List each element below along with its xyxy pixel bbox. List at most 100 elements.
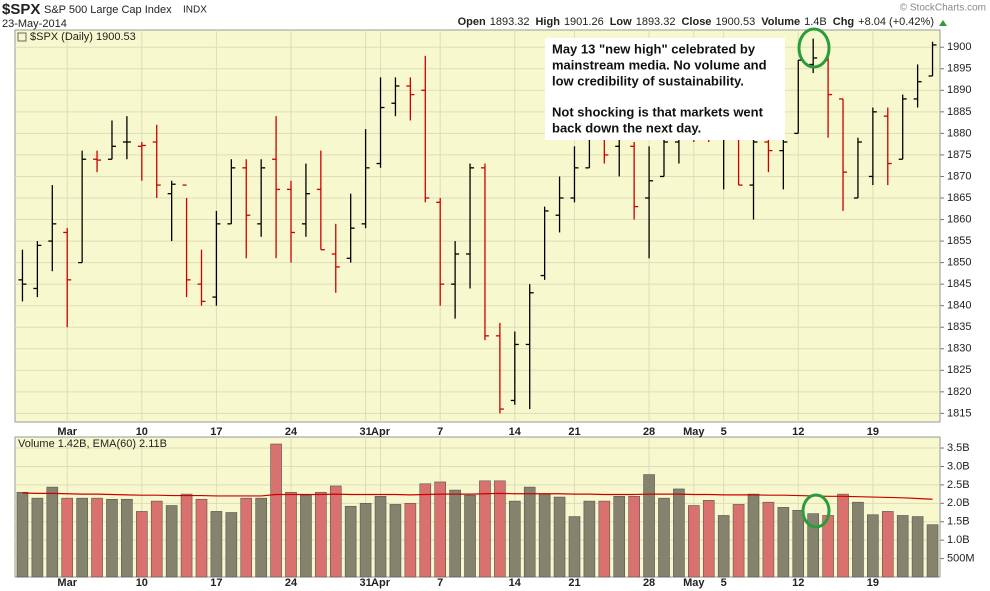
x-tick-label: 31 xyxy=(359,426,371,438)
volume-bar xyxy=(76,497,88,578)
symbol: $SPX xyxy=(2,1,40,18)
volume-bar xyxy=(896,515,909,578)
volume-bar xyxy=(911,516,924,578)
x-tick-label: 17 xyxy=(210,426,222,438)
y-tick-label: 1880 xyxy=(947,127,971,139)
volume-bar xyxy=(240,497,253,578)
highlight-circle xyxy=(801,493,831,529)
y-tick-label: 1.0B xyxy=(947,534,970,546)
volume-bar xyxy=(688,505,700,578)
x-tick-label: 28 xyxy=(643,426,655,438)
volume-bar xyxy=(792,510,805,578)
annotation-line: Not shocking is that markets went xyxy=(552,104,764,119)
volume-bar xyxy=(106,498,118,578)
volume-bar xyxy=(210,511,223,578)
volume-bar xyxy=(777,507,790,578)
annotation-line: low credibility of sustainability. xyxy=(552,73,744,88)
x-tick-label: 10 xyxy=(136,577,148,589)
y-tick-label: 1870 xyxy=(947,170,971,182)
credit: © StockCharts.com xyxy=(900,3,986,14)
y-tick-label: 3.5B xyxy=(947,442,970,454)
volume-bar xyxy=(613,496,626,578)
quote-label: Close xyxy=(681,16,711,28)
quote-label: Open xyxy=(458,16,486,28)
y-tick-label: 1875 xyxy=(947,149,971,161)
volume-bar xyxy=(747,493,760,578)
volume-bar xyxy=(628,496,640,578)
ema-line xyxy=(22,492,933,500)
x-tick-label: 5 xyxy=(721,426,727,438)
volume-bar xyxy=(180,493,193,578)
volume-bar xyxy=(926,524,939,578)
volume-bar xyxy=(91,497,103,578)
y-tick-label: 1835 xyxy=(947,321,971,333)
volume-bar xyxy=(270,443,282,578)
volume-bar xyxy=(658,497,670,578)
y-tick-label: 1830 xyxy=(947,343,971,355)
y-tick-label: 1885 xyxy=(947,106,971,118)
volume-bar xyxy=(479,480,491,578)
quote-label: Chg xyxy=(833,16,854,28)
y-tick-label: 1865 xyxy=(947,192,971,204)
volume-bar xyxy=(807,513,819,578)
x-tick-label: 7 xyxy=(437,577,443,589)
quote-value: 1893.32 xyxy=(490,16,530,28)
volume-bar xyxy=(31,497,44,578)
x-tick-label: 14 xyxy=(509,426,522,438)
y-tick-label: 1.5B xyxy=(947,516,970,528)
quote-label: High xyxy=(535,16,560,28)
x-tick-label: 17 xyxy=(210,577,222,589)
volume-bar xyxy=(494,480,506,578)
volume-bar xyxy=(344,505,357,578)
quote-label: Volume xyxy=(761,16,800,28)
volume-bar xyxy=(732,504,745,578)
highlight-circle xyxy=(797,27,831,69)
volume-bar xyxy=(881,511,894,578)
index-name: S&P 500 Large Cap Index xyxy=(44,4,172,16)
exchange: INDX xyxy=(183,5,207,16)
y-tick-label: 1900 xyxy=(947,41,971,53)
volume-bar xyxy=(225,512,238,578)
marks: Mar 10 17 24 31 Apr 7 14 21 28 May 5 12 1918151820182… xyxy=(15,30,975,589)
x-tick-label: 14 xyxy=(509,577,522,589)
x-tick-label: Apr xyxy=(371,426,391,438)
annotation-line: May 13 "new high" celebrated by xyxy=(552,41,756,56)
y-tick-label: 1840 xyxy=(947,300,971,312)
volume-bar xyxy=(508,500,521,578)
volume-bar xyxy=(568,516,581,578)
up-arrow xyxy=(939,20,947,26)
quote-value: 1901.26 xyxy=(564,16,604,28)
y-tick-label: 3.0B xyxy=(947,460,970,472)
x-tick-label: 24 xyxy=(285,426,298,438)
x-tick-label: 21 xyxy=(568,426,580,438)
volume-bar xyxy=(136,511,148,578)
volume-bar xyxy=(598,500,611,578)
volume-bar xyxy=(374,496,387,578)
y-tick-label: 1855 xyxy=(947,235,971,247)
volume-bar xyxy=(464,494,476,578)
x-tick-label: 24 xyxy=(285,577,298,589)
volume-bar xyxy=(121,498,133,578)
volume-bar xyxy=(165,505,178,578)
volume-bar xyxy=(389,504,402,578)
x-tick-label: Apr xyxy=(371,577,391,589)
y-tick-label: 2.0B xyxy=(947,497,970,509)
x-tick-label: Mar xyxy=(57,426,77,438)
volume-bar xyxy=(538,493,551,578)
volume-bar xyxy=(449,489,461,578)
volume-bar xyxy=(673,488,685,578)
y-tick-label: 1820 xyxy=(947,386,971,398)
volume-bar xyxy=(434,481,447,578)
quote-value: 1.4B xyxy=(804,16,827,28)
y-tick-label: 2.5B xyxy=(947,479,970,491)
volume-bar xyxy=(195,498,208,578)
volume-bar xyxy=(255,497,267,578)
quote-value: +8.04 (+0.42%) xyxy=(858,16,934,28)
volume-bar xyxy=(404,503,417,578)
volume-bar xyxy=(643,474,655,578)
volume-bar xyxy=(553,496,566,578)
x-tick-label: 28 xyxy=(643,577,655,589)
quote-label: Low xyxy=(610,16,632,28)
x-tick-label: May xyxy=(683,577,705,589)
y-tick-label: 1815 xyxy=(947,407,971,419)
